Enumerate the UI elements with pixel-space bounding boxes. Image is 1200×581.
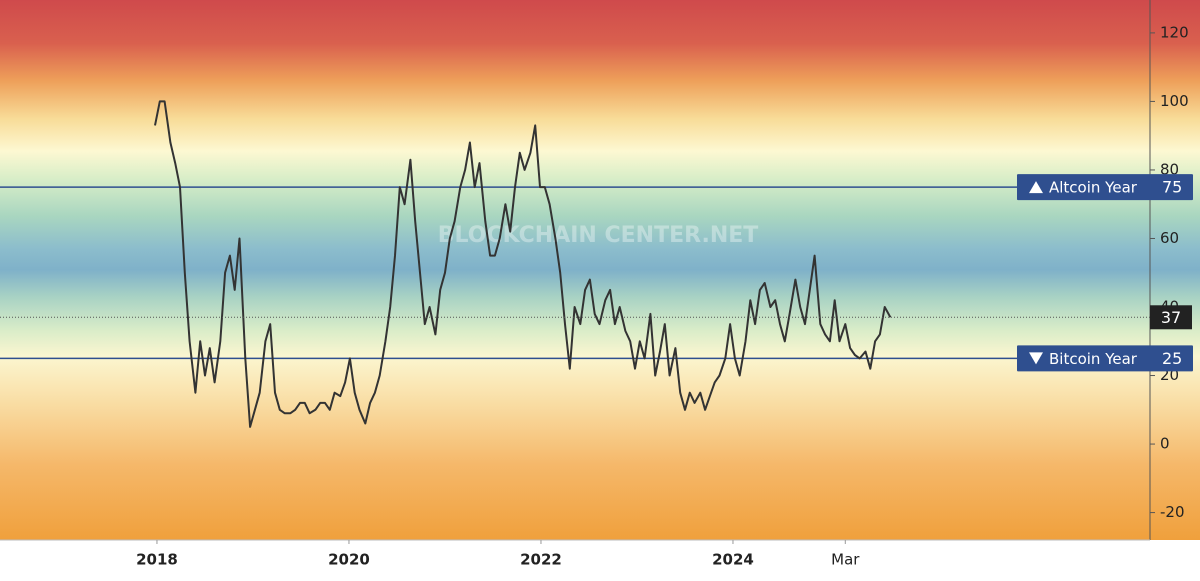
x-tick-label: 2022 [520, 551, 562, 569]
level-label: Altcoin Year 75 [1017, 174, 1193, 201]
level-label: Bitcoin Year 25 [1017, 345, 1193, 372]
level-arrow [1029, 181, 1043, 194]
x-tick-label: 2018 [136, 551, 178, 569]
level-arrow [1029, 352, 1043, 365]
y-tick-label: -20 [1160, 503, 1185, 521]
y-tick-label: 120 [1160, 23, 1189, 41]
background-gradient [0, 0, 1200, 540]
last-value-box [1150, 305, 1192, 330]
level-value: 75 [1162, 178, 1182, 197]
level-label-box [1017, 174, 1193, 201]
x-tick-label: 2024 [712, 551, 754, 569]
level-label-box [1017, 345, 1193, 372]
level-value: 25 [1162, 349, 1182, 368]
watermark: BLOCKCHAIN CENTER.NET [438, 223, 759, 248]
level-name: Bitcoin Year [1049, 350, 1138, 368]
y-tick-label: 80 [1160, 160, 1179, 178]
x-tick-label: 2020 [328, 551, 370, 569]
x-axis-band [0, 540, 1200, 581]
y-tick-label: 100 [1160, 92, 1189, 110]
level-name: Altcoin Year [1049, 179, 1138, 197]
y-tick-label: 0 [1160, 435, 1170, 453]
x-tick-label: Mar [831, 551, 860, 569]
last-value-label: 37 [1161, 308, 1181, 327]
series-line [154, 100, 892, 428]
y-tick-label: 60 [1160, 229, 1179, 247]
